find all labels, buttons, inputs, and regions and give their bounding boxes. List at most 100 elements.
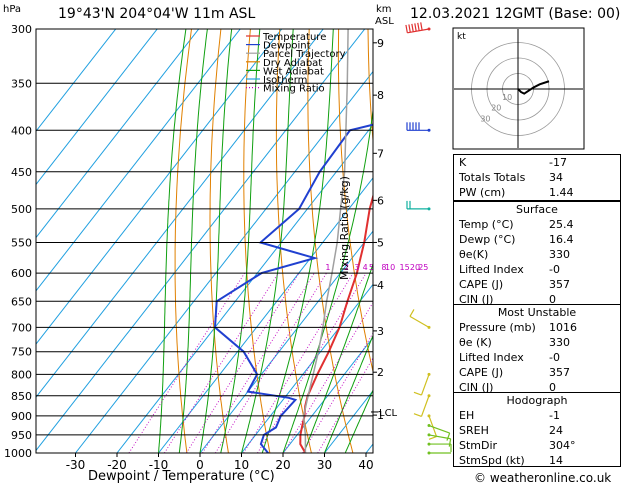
pressure-tick-label: 800 (11, 368, 32, 381)
isotherm-line (75, 70, 373, 453)
wind-barb-flag (448, 438, 452, 447)
hodograph-stat-row: EH -1 (454, 409, 620, 424)
km-tick-label: 3 (377, 325, 384, 338)
mixing-ratio-line (302, 332, 373, 453)
index-row-label: PW (cm) (459, 186, 506, 199)
legend-label: Temperature (262, 32, 326, 43)
parcel-trajectory-line (302, 29, 349, 453)
km-tick-label: 6 (377, 194, 384, 207)
temperature-line (299, 193, 373, 453)
wind-barb-dot (427, 433, 431, 437)
wind-barb-shaft (420, 374, 430, 396)
most-unstable-row: CAPE (J) 357 (454, 366, 620, 381)
wet-adiabat-line (241, 29, 294, 453)
dry-adiabat-line (243, 29, 271, 453)
dry-adiabat-line (337, 29, 373, 374)
wind-barb-flag (409, 309, 415, 317)
wind-barb-dot (427, 128, 431, 132)
hodograph-stat-row-value: 304° (549, 439, 576, 452)
index-row: PW (cm) 1.44 (454, 186, 620, 201)
km-tick-label: 4 (377, 279, 384, 292)
wind-barb-dot (427, 414, 431, 418)
most-unstable-title: Most Unstable (497, 306, 577, 319)
mixing-ratio-label: 5 (369, 263, 374, 272)
pressure-tick-label: 900 (11, 410, 32, 423)
x-tick-label: 40 (358, 458, 373, 472)
pressure-tick-label: 700 (11, 321, 32, 334)
mixing-ratio-label: 15 (400, 263, 410, 272)
wind-barb-dot (427, 372, 431, 376)
dry-adiabat-line (367, 29, 373, 147)
mixing-ratio-line (202, 272, 315, 453)
mixing-ratio-line (186, 272, 300, 453)
legend-label: Mixing Ratio (263, 84, 325, 95)
wind-barb-dot (427, 207, 431, 211)
wind-barb-shaft (428, 434, 451, 440)
pressure-tick-label: 550 (11, 236, 32, 249)
isotherm-line (282, 336, 373, 453)
wet-adiabat-line (220, 29, 261, 453)
indices-panel: K -17 Totals Totals 34 PW (cm) 1.44 (453, 154, 621, 201)
wind-barb-dot (427, 451, 431, 455)
mixing-ratio-label: 20 (410, 263, 420, 272)
footer-credit[interactable]: © weatheronline.co.uk (474, 471, 612, 485)
surface-title: Surface (516, 203, 558, 216)
surface-row-label: CAPE (J) (459, 278, 504, 291)
pressure-tick-label: 650 (11, 295, 32, 308)
mixing-ratio-line (164, 272, 279, 453)
x-tick-label: 0 (196, 458, 204, 472)
wind-barb-dot (427, 424, 431, 428)
hodograph-stat-row-label: SREH (459, 424, 489, 437)
isotherm-line (116, 123, 373, 453)
x-tick-label: -30 (66, 458, 86, 472)
mixing-ratio-label: 1 (325, 263, 330, 272)
most-unstable-row-value: 1016 (549, 321, 577, 334)
mixing-ratio-line (243, 272, 354, 453)
surface-row: θe(K) 330 (454, 248, 620, 263)
hodograph-unit: kt (457, 32, 466, 42)
index-row-value: 1.44 (549, 186, 574, 199)
hodograph-stat-row-value: 14 (549, 454, 563, 467)
legend-label: Dry Adiabat (263, 58, 322, 69)
wet-adiabat-line (178, 29, 208, 453)
surface-row-label: Temp (°C) (459, 218, 514, 231)
pressure-tick-label: 300 (11, 23, 32, 36)
index-row-label: Totals Totals (459, 171, 526, 184)
surface-row-value: 330 (549, 248, 570, 261)
legend-label: Parcel Trajectory (263, 49, 346, 60)
surface-row-label: θe(K) (459, 248, 489, 261)
wind-barb-dot (427, 394, 431, 398)
dry-adiabat-line (209, 29, 229, 453)
wind-barb-flag (413, 391, 422, 396)
wind-barb-shaft (407, 28, 430, 34)
dewpoint-line (213, 97, 373, 453)
isotherm-line (36, 29, 283, 345)
wind-barb-shaft (409, 315, 430, 328)
dry-adiabat-line (275, 29, 312, 453)
isotherm-line (158, 177, 373, 453)
wet-adiabat-line (261, 29, 334, 453)
dry-adiabat-line (174, 29, 193, 453)
km-tick-label: 7 (377, 147, 384, 160)
surface-row: CAPE (J) 357 (454, 278, 620, 293)
lcl-label: LCL (379, 408, 398, 419)
pressure-tick-label: 600 (11, 267, 32, 280)
legend-label: Isotherm (263, 75, 307, 86)
mixing-ratio-line (317, 357, 373, 453)
wet-adiabat-line (344, 388, 373, 453)
hodograph-stat-row-label: StmSpd (kt) (459, 454, 525, 467)
pressure-tick-label: 850 (11, 390, 32, 403)
wind-barb-dot (427, 442, 431, 446)
location-title: 19°43'N 204°04'W 11m ASL (58, 6, 256, 22)
legend-label: Dewpoint (263, 41, 311, 52)
km-tick-label: 9 (377, 37, 384, 50)
asl-axis-title: ASL (375, 16, 394, 27)
index-row-value: -17 (549, 156, 567, 169)
most-unstable-row-label: Pressure (mb) (459, 321, 536, 334)
mixing-ratio-axis-label: Mixing Ratio (g/kg) (338, 176, 351, 280)
x-tick-label: -20 (107, 458, 127, 472)
hodograph-stat-row-value: -1 (549, 409, 560, 422)
surface-row: Lifted Index -0 (454, 263, 620, 278)
isotherm-line (36, 29, 366, 452)
